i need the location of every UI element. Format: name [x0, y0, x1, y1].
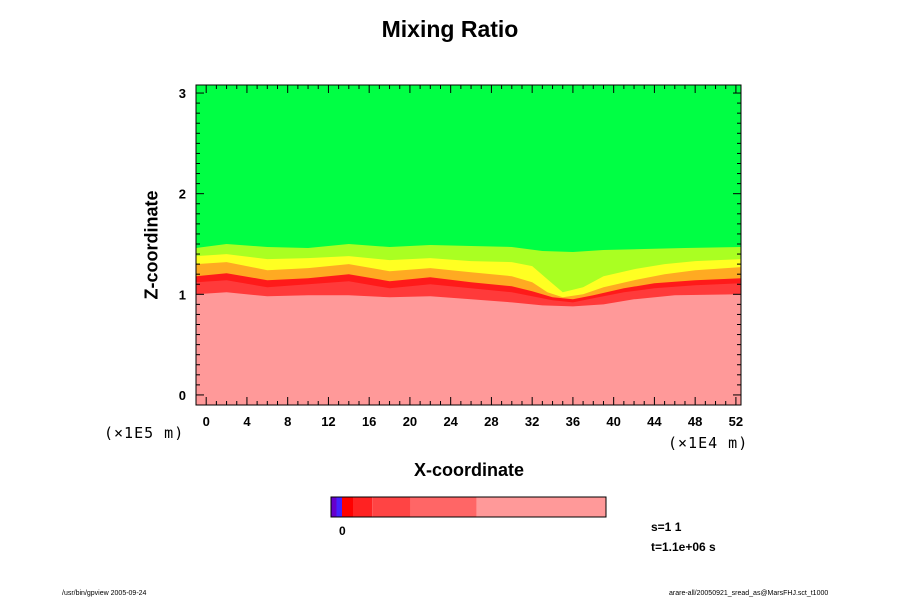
y-tick-label: 0 [179, 388, 186, 403]
plot-ticks [195, 85, 741, 405]
x-tick-label: 52 [729, 414, 743, 429]
footer-left: /usr/bin/gpview 2005-09-24 [62, 590, 147, 597]
x-tick-label: 36 [566, 414, 580, 429]
x-tick-label: 48 [688, 414, 702, 429]
x-tick-label: 16 [362, 414, 376, 429]
x-unit-label: (×1E4 m) [668, 434, 749, 452]
y-tick-label: 3 [179, 86, 186, 101]
x-tick-label: 8 [284, 414, 291, 429]
s-annotation: s=1 1 [651, 520, 682, 534]
y-axis-label: Z-coordinate [141, 190, 162, 300]
t-annotation: t=1.1e+06 s [651, 540, 716, 554]
x-tick-label: 28 [484, 414, 498, 429]
colorbar-zero-label: 0 [339, 524, 346, 538]
footer-right: arare-all/20050921_sread_as@MarsFHJ.sct_… [669, 590, 829, 597]
x-tick-label: 24 [443, 414, 458, 429]
y-tick-label: 2 [179, 187, 186, 202]
x-tick-label: 40 [606, 414, 620, 429]
plot-layers [196, 85, 741, 405]
x-tick-label: 20 [403, 414, 417, 429]
colorbar-segment [336, 497, 342, 517]
x-axis-label: X-coordinate [413, 460, 524, 480]
colorbar-segment [331, 497, 337, 517]
colorbar-segment [476, 497, 606, 517]
x-tick-label: 4 [243, 414, 251, 429]
plot-frame [195, 84, 742, 406]
x-tick-label: 0 [203, 414, 210, 429]
colorbar-segment [410, 497, 477, 517]
colorbar [330, 496, 607, 518]
x-tick-label: 12 [321, 414, 335, 429]
colorbar-segment [342, 497, 353, 517]
x-tick-label: 32 [525, 414, 539, 429]
layer-lower-region [196, 292, 741, 405]
chart-title: Mixing Ratio [381, 16, 519, 42]
y-tick-label: 1 [179, 287, 186, 302]
colorbar-segment [353, 497, 373, 517]
colorbar-segment [372, 497, 411, 517]
x-tick-label: 44 [647, 414, 662, 429]
colorbar-frame [330, 496, 607, 518]
y-unit-label: (×1E5 m) [104, 424, 185, 442]
